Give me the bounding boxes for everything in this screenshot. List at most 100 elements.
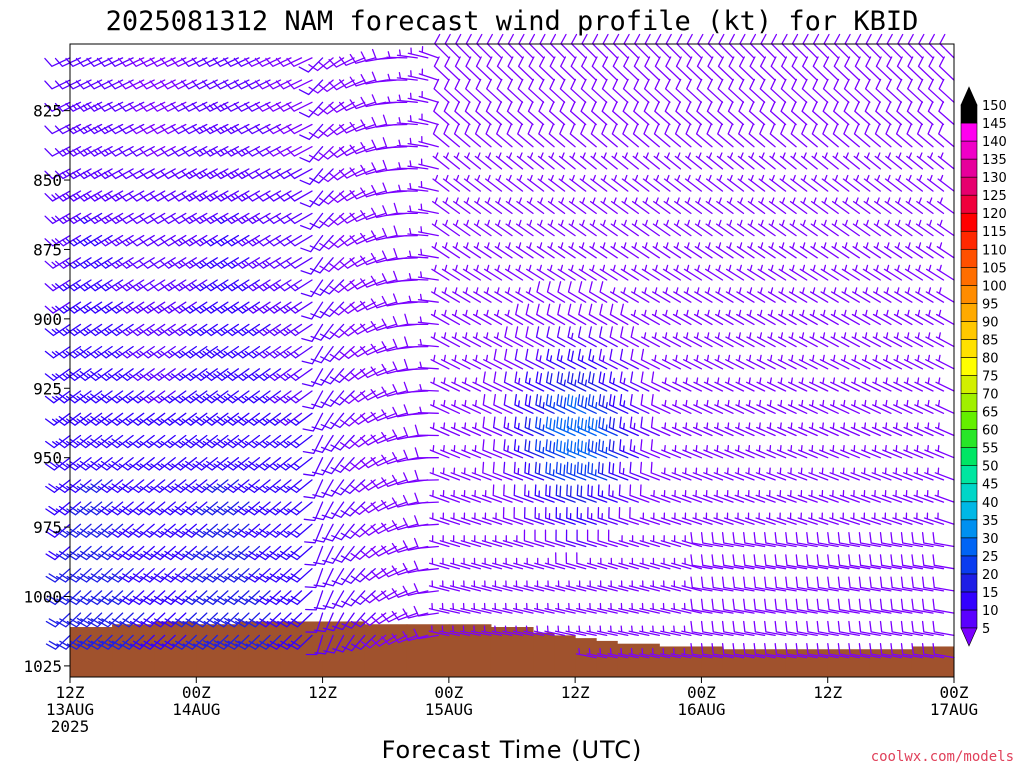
wind-barb	[864, 78, 881, 103]
wind-barb	[602, 56, 618, 81]
wind-barb	[674, 197, 692, 215]
wind-barb	[309, 190, 334, 207]
wind-barb	[649, 557, 671, 570]
wind-barb	[431, 264, 450, 281]
wind-barb	[360, 390, 387, 401]
wind-barb	[482, 393, 503, 414]
wind-barb	[484, 219, 503, 237]
wind-barb	[544, 557, 566, 570]
wind-barb	[450, 467, 471, 481]
wind-barb	[618, 602, 639, 614]
credit-link[interactable]: coolwx.com/models	[871, 749, 1014, 765]
colorbar-swatch	[960, 194, 978, 214]
wind-barb	[915, 264, 934, 281]
wind-barb	[513, 439, 534, 459]
wind-barb	[713, 512, 734, 525]
wind-barb	[86, 368, 113, 382]
wind-barb	[755, 467, 776, 481]
wind-barb	[525, 287, 545, 303]
wind-barb	[725, 264, 745, 281]
wind-barb	[764, 554, 787, 570]
wind-barb	[715, 264, 734, 281]
wind-barb	[695, 174, 713, 192]
wind-barb	[738, 123, 755, 148]
wind-barb	[566, 416, 587, 437]
wind-barb	[906, 101, 924, 126]
wind-barb	[139, 123, 166, 135]
wind-barb	[855, 33, 871, 59]
wind-barb	[692, 467, 713, 481]
colorbar-label: 135	[982, 153, 1007, 168]
wind-barb	[893, 377, 913, 392]
wind-barb	[861, 354, 881, 370]
colorbar-swatch	[960, 122, 978, 142]
wind-barb	[485, 123, 503, 148]
wind-barb	[661, 377, 682, 392]
wind-barb	[921, 598, 945, 614]
colorbar-label: 45	[982, 478, 999, 493]
wind-barb	[471, 444, 492, 459]
wind-barb	[822, 78, 839, 103]
wind-barb	[97, 368, 124, 382]
wind-barb	[86, 123, 113, 135]
wind-barb	[202, 257, 229, 269]
wind-barb	[588, 303, 608, 326]
wind-barb	[299, 168, 324, 186]
wind-barb	[622, 152, 639, 170]
wind-barb	[86, 345, 113, 359]
wind-barb	[850, 444, 871, 459]
wind-barb	[774, 576, 797, 592]
wind-barb	[634, 33, 650, 59]
wind-barb	[330, 501, 355, 518]
wind-barb	[139, 368, 166, 382]
wind-barb	[223, 345, 250, 359]
wind-barb	[871, 467, 892, 481]
wind-barb	[339, 257, 366, 269]
wind-barb	[223, 323, 250, 337]
wind-barb	[924, 377, 945, 392]
wind-barb	[840, 422, 860, 437]
wind-barb	[777, 332, 797, 348]
wind-barb	[900, 620, 924, 637]
wind-barb	[779, 174, 797, 192]
wind-barb	[640, 416, 660, 437]
wind-barb	[934, 490, 955, 503]
wind-barb	[651, 371, 671, 392]
wind-barb	[735, 354, 755, 370]
wind-barb	[759, 56, 776, 81]
wind-barb	[766, 467, 787, 481]
wind-barb	[798, 444, 818, 459]
wind-barb	[875, 56, 892, 81]
wind-barb	[608, 439, 629, 459]
wind-barb	[339, 434, 366, 450]
wind-barb	[590, 152, 608, 170]
wind-barb	[844, 33, 860, 59]
wind-barb	[430, 399, 450, 414]
wind-barb	[454, 78, 471, 103]
x-tick-label: 12Z	[56, 683, 85, 702]
wind-barb	[884, 197, 903, 215]
wind-barb	[873, 242, 892, 259]
wind-barb	[460, 557, 482, 570]
wind-barb	[513, 557, 534, 570]
wind-barb	[706, 123, 724, 148]
wind-barb	[864, 123, 881, 148]
wind-barb	[598, 348, 618, 370]
wind-barb	[579, 174, 597, 192]
wind-barb	[777, 354, 797, 370]
wind-barb	[843, 123, 860, 148]
wind-barb	[463, 219, 482, 237]
wind-barb	[328, 123, 355, 136]
wind-barb	[632, 123, 650, 148]
wind-barb	[244, 234, 271, 247]
wind-barb	[276, 323, 303, 337]
wind-barb	[305, 612, 324, 633]
wind-barb	[693, 354, 713, 370]
colorbar-swatch	[960, 375, 978, 394]
wind-barb	[819, 422, 839, 437]
wind-barb	[360, 523, 387, 536]
wind-barb	[128, 257, 155, 269]
wind-barb	[160, 190, 187, 202]
wind-barb	[462, 287, 482, 303]
wind-barb	[149, 279, 176, 292]
